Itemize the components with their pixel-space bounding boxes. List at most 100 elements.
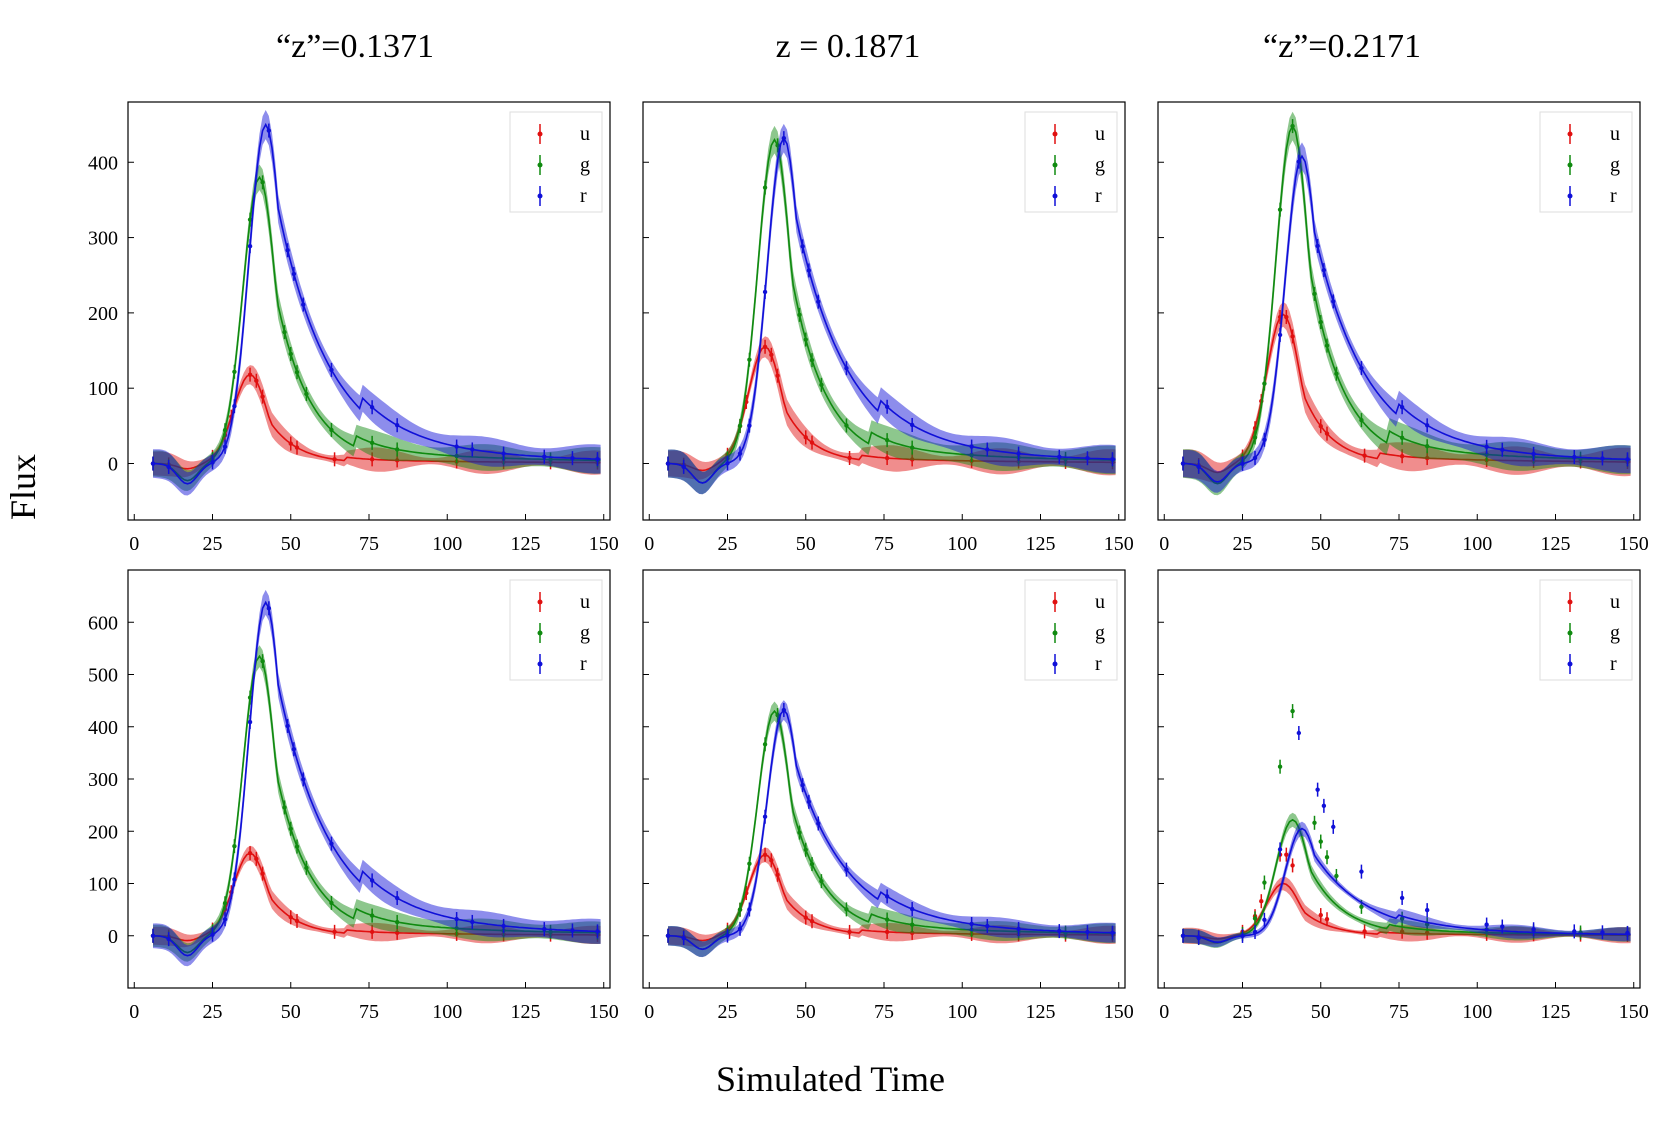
x-tick-label: 25 — [718, 1001, 738, 1023]
x-tick-label: 100 — [947, 533, 977, 555]
point-r — [1240, 461, 1245, 466]
point-r — [1262, 917, 1267, 922]
point-r — [1315, 787, 1320, 792]
y-tick-label: 200 — [88, 821, 118, 843]
panel-r2-c1: 0 25 50 75 100 125 150 0 100 200 300 400 500 600 ugr — [88, 569, 619, 1023]
legend-label-g: g — [580, 154, 590, 176]
legend-label-r: r — [1095, 185, 1102, 207]
point-u — [775, 373, 780, 378]
point-g — [260, 180, 265, 185]
point-r — [1085, 929, 1090, 935]
legend-box — [1024, 111, 1118, 213]
x-tick-label: 25 — [203, 533, 223, 555]
point-r — [1296, 159, 1302, 164]
point-u — [1252, 425, 1258, 431]
legend-marker-g — [1052, 630, 1058, 636]
point-u — [332, 457, 337, 462]
band-g — [153, 164, 601, 491]
band-r — [153, 589, 601, 967]
point-g — [1324, 343, 1330, 348]
title-col-1: “z”=0.1371 — [276, 28, 434, 65]
point-g — [747, 861, 752, 866]
point-r — [781, 707, 787, 713]
legend-label-u: u — [580, 123, 590, 145]
point-r — [762, 814, 768, 819]
legend-marker-g — [1052, 162, 1058, 168]
point-r — [1600, 930, 1605, 935]
point-g — [329, 427, 334, 433]
point-r — [595, 456, 600, 462]
line-g — [1182, 124, 1631, 485]
point-u — [803, 915, 808, 920]
line-g — [152, 654, 601, 954]
point-g — [737, 423, 743, 429]
point-r — [725, 461, 730, 466]
point-r — [1625, 457, 1630, 462]
point-r — [1625, 930, 1630, 936]
line-g — [668, 709, 1116, 951]
point-u — [260, 871, 265, 876]
point-u — [369, 457, 375, 462]
point-r — [570, 455, 575, 461]
point-u — [909, 930, 915, 936]
line-u — [667, 345, 1116, 472]
x-tick-label: 125 — [1540, 533, 1570, 555]
point-g — [1424, 444, 1430, 449]
point-g — [247, 217, 253, 222]
line-u — [1182, 313, 1631, 474]
x-tick-label: 75 — [359, 533, 379, 555]
y-tick-label: 600 — [88, 612, 118, 634]
point-u — [369, 929, 375, 935]
legend-marker-g — [537, 162, 543, 168]
legend-label-g: g — [1610, 622, 1620, 644]
point-r — [985, 923, 990, 929]
point-g — [369, 913, 375, 918]
point-u — [847, 929, 852, 935]
point-r — [222, 444, 228, 449]
point-g — [819, 878, 824, 884]
point-r — [1572, 454, 1577, 460]
point-r — [665, 933, 671, 938]
point-g — [1334, 371, 1339, 376]
legend-label-r: r — [580, 185, 587, 207]
x-tick-label: 25 — [1233, 533, 1253, 555]
point-r — [1180, 461, 1186, 466]
point-r — [454, 916, 459, 922]
point-r — [1252, 455, 1258, 461]
point-r — [781, 135, 787, 141]
point-r — [1110, 930, 1115, 935]
point-g — [394, 447, 400, 452]
y-tick-label: 400 — [88, 717, 118, 739]
x-tick-label: 100 — [947, 1001, 977, 1023]
point-g — [294, 369, 300, 375]
point-g — [288, 826, 293, 831]
point-g — [282, 805, 287, 810]
point-r — [806, 799, 812, 805]
line-u — [152, 373, 601, 470]
point-r — [800, 244, 805, 249]
y-tick-label: 200 — [88, 303, 118, 325]
line-g — [153, 175, 601, 482]
point-g — [809, 357, 815, 363]
point-r — [329, 367, 334, 373]
y-tick-label: 300 — [88, 769, 118, 791]
legend-marker-r — [1052, 661, 1058, 667]
panel-r2-c2: 0 25 50 75 100 125 150 ugr — [642, 569, 1134, 1023]
point-g — [775, 143, 780, 148]
y-axis-label: Flux — [3, 453, 43, 520]
point-r — [985, 447, 990, 452]
point-r — [665, 461, 671, 466]
point-u — [1284, 852, 1289, 857]
point-u — [884, 455, 890, 461]
point-r — [1085, 456, 1090, 461]
point-r — [816, 821, 821, 826]
title-col-2: z = 0.1871 — [775, 28, 921, 65]
point-g — [1290, 708, 1295, 714]
point-r — [1262, 437, 1267, 442]
x-tick-label: 100 — [432, 533, 462, 555]
y-tick-label: 100 — [88, 378, 118, 400]
point-r — [1252, 929, 1258, 935]
point-u — [260, 394, 265, 399]
point-r — [1057, 928, 1062, 934]
point-r — [232, 404, 237, 409]
